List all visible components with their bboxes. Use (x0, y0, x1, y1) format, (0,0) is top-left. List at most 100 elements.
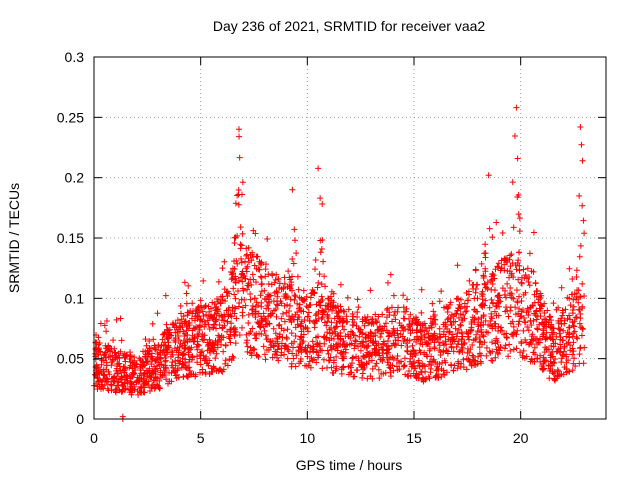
data-point (400, 338, 407, 345)
data-point (323, 322, 330, 329)
data-point (290, 260, 297, 267)
data-point (379, 311, 386, 318)
data-point (489, 234, 496, 241)
data-point (351, 332, 358, 339)
data-point (383, 327, 390, 334)
data-point (474, 328, 481, 335)
data-point (351, 373, 358, 380)
y-tick-label: 0.05 (57, 351, 84, 367)
data-point (576, 192, 583, 199)
data-point (534, 326, 541, 333)
data-point (272, 350, 279, 357)
data-point (482, 241, 489, 248)
data-point (409, 342, 416, 349)
data-point (504, 307, 511, 314)
data-point (178, 364, 185, 371)
data-point (469, 314, 476, 321)
data-point (213, 325, 220, 332)
data-point (486, 225, 493, 232)
data-point (353, 338, 360, 345)
data-point (169, 359, 176, 366)
data-point (487, 322, 494, 329)
data-point (440, 367, 447, 374)
data-point (165, 380, 172, 387)
data-point (318, 281, 325, 288)
data-point (202, 355, 209, 362)
data-point (558, 284, 565, 291)
data-point (112, 386, 119, 393)
data-point (255, 302, 262, 309)
data-point (264, 235, 271, 242)
data-point (315, 279, 322, 286)
data-point (194, 341, 201, 348)
data-point (515, 321, 522, 328)
data-point (346, 341, 353, 348)
data-point (412, 373, 419, 380)
data-point (392, 316, 399, 323)
data-point (354, 296, 361, 303)
data-point (539, 331, 546, 338)
data-point (191, 334, 198, 341)
data-point (483, 284, 490, 291)
data-point (550, 325, 557, 332)
data-point (540, 321, 547, 328)
x-tick-label: 5 (197, 430, 205, 446)
data-point (248, 281, 255, 288)
data-point (95, 378, 102, 385)
data-point (212, 337, 219, 344)
data-point (317, 249, 324, 256)
data-point (121, 350, 128, 357)
data-point (224, 328, 231, 335)
data-point (422, 363, 429, 370)
data-point (495, 297, 502, 304)
data-point (577, 310, 584, 317)
data-point (343, 319, 350, 326)
data-point (456, 301, 463, 308)
data-point (251, 332, 258, 339)
data-point (506, 256, 513, 263)
data-point (197, 349, 204, 356)
data-point (555, 345, 562, 352)
data-point (460, 341, 467, 348)
data-point (474, 308, 481, 315)
data-point (239, 309, 246, 316)
data-point (472, 267, 479, 274)
data-point (104, 346, 111, 353)
data-point (262, 273, 269, 280)
data-point (253, 279, 260, 286)
data-point (375, 340, 382, 347)
data-point (387, 362, 394, 369)
data-point (579, 157, 586, 164)
data-point (537, 290, 544, 297)
data-point (265, 280, 272, 287)
data-point (300, 308, 307, 315)
data-point (100, 368, 107, 375)
data-point (229, 265, 236, 272)
data-point (358, 363, 365, 370)
data-point (566, 368, 573, 375)
data-point (216, 366, 223, 373)
data-point (257, 292, 264, 299)
data-point (232, 200, 239, 207)
data-point (288, 340, 295, 347)
data-point (356, 326, 363, 333)
data-point (276, 280, 283, 287)
data-point (215, 278, 222, 285)
data-point (417, 340, 424, 347)
data-point (296, 313, 303, 320)
data-point (573, 314, 580, 321)
data-point (245, 282, 252, 289)
data-point (300, 287, 307, 294)
data-point (457, 321, 464, 328)
data-point (251, 295, 258, 302)
data-point (294, 300, 301, 307)
data-point (533, 316, 540, 323)
data-point (510, 346, 517, 353)
data-point (222, 342, 229, 349)
data-point (162, 357, 169, 364)
data-point (244, 337, 251, 344)
data-point (478, 260, 485, 267)
data-point (398, 342, 405, 349)
data-point (188, 315, 195, 322)
data-point (106, 371, 113, 378)
